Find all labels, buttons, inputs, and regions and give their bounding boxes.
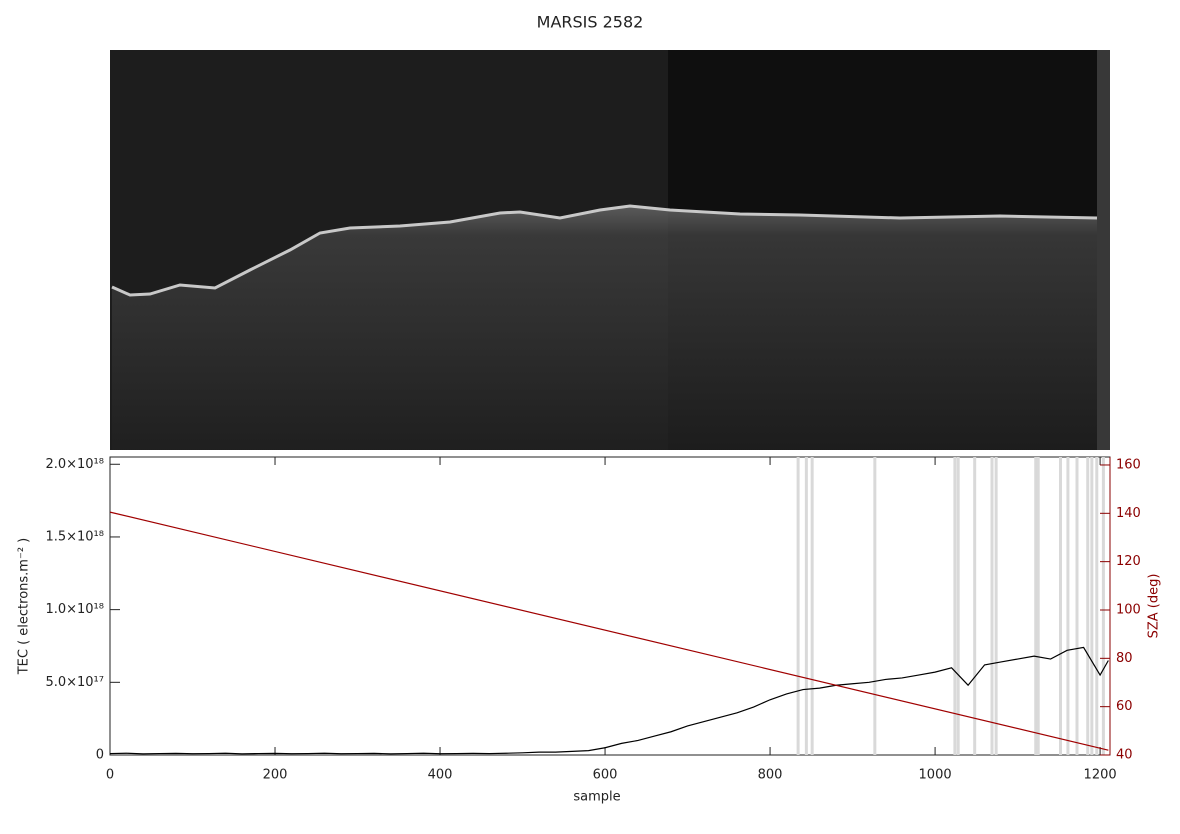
y-tick-label: 2.0×10¹⁸ <box>45 457 104 472</box>
chart-title: MARSIS 2582 <box>537 13 644 32</box>
y-tick-label: 1.5×10¹⁸ <box>45 529 104 544</box>
x-tick-label: 0 <box>106 768 114 783</box>
y-tick-label: 1.0×10¹⁸ <box>45 602 104 617</box>
y2-tick-label: 100 <box>1116 602 1141 617</box>
radargram <box>110 50 1110 450</box>
x-tick-label: 400 <box>428 768 453 783</box>
y2-tick-label: 40 <box>1116 748 1133 763</box>
x-tick-label: 600 <box>593 768 618 783</box>
x-tick-label: 200 <box>263 768 288 783</box>
y2-tick-label: 120 <box>1116 554 1141 569</box>
y-tick-label: 5.0×10¹⁷ <box>45 675 104 690</box>
x-axis-label: sample <box>573 790 620 805</box>
x-tick-label: 1000 <box>919 768 952 783</box>
series-line <box>109 511 1109 751</box>
y2-tick-label: 60 <box>1116 699 1133 714</box>
x-tick-label: 1200 <box>1084 768 1117 783</box>
y2-tick-label: 140 <box>1116 506 1141 521</box>
plot-frame <box>109 456 1111 756</box>
y-tick-label: 0 <box>96 748 104 763</box>
x-tick-label: 800 <box>758 768 783 783</box>
y2-tick-label: 160 <box>1116 457 1141 472</box>
y-axis-label: TEC ( electrons.m⁻² ) <box>17 538 32 676</box>
series-line <box>109 646 1109 755</box>
y2-tick-label: 80 <box>1116 651 1133 666</box>
y2-axis-label: SZA (deg) <box>1147 574 1162 639</box>
